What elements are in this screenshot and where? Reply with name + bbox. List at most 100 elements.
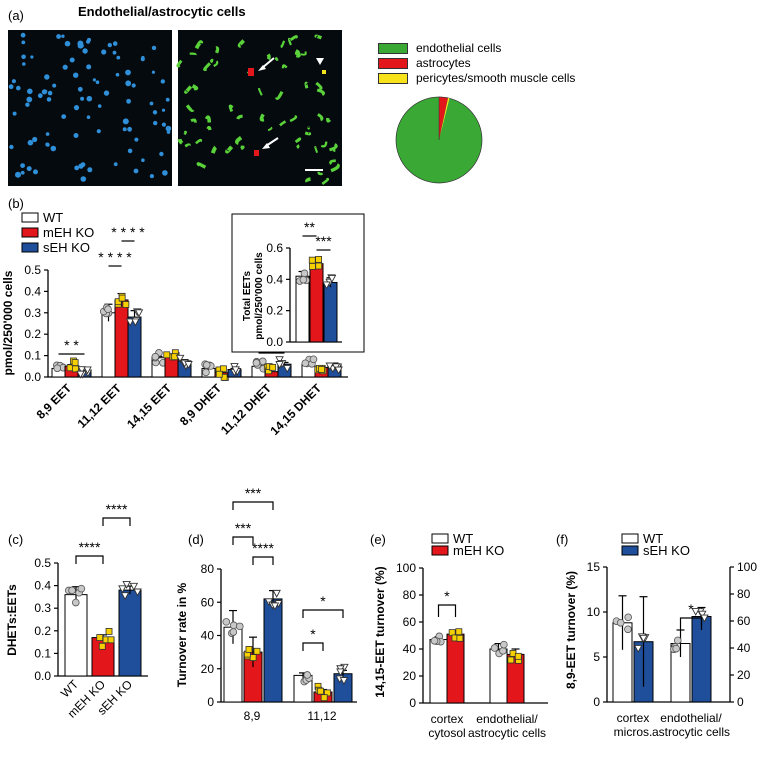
data-point bbox=[315, 255, 322, 263]
data-point bbox=[125, 318, 135, 327]
endothelial-cell-shape bbox=[176, 59, 183, 68]
endothelial-cell-shape bbox=[296, 144, 300, 149]
data-point bbox=[83, 366, 92, 375]
data-point bbox=[275, 356, 284, 365]
nucleus-dot bbox=[107, 42, 113, 48]
data-point bbox=[317, 687, 324, 695]
data-point bbox=[700, 614, 709, 623]
significance-label: * bbox=[444, 588, 450, 604]
significance-bracket bbox=[302, 609, 344, 618]
data-point bbox=[77, 366, 87, 375]
endothelial-cell-shape bbox=[204, 115, 212, 123]
endothelial-cell-shape bbox=[191, 84, 199, 91]
astrocytes-swatch bbox=[378, 57, 408, 69]
significance-label: **** bbox=[106, 501, 128, 517]
y-tick-label: 0.2 bbox=[24, 327, 41, 341]
legend-swatch bbox=[431, 533, 449, 544]
data-point bbox=[104, 305, 112, 313]
significance-label: ** bbox=[304, 219, 315, 235]
endothelial-cell-shape bbox=[304, 81, 309, 89]
panel-label-b: (b) bbox=[8, 196, 24, 211]
data-point bbox=[249, 654, 257, 661]
x-tick-label: cortex bbox=[431, 712, 464, 726]
data-point bbox=[490, 644, 499, 652]
data-point bbox=[334, 366, 343, 375]
nucleus-dot bbox=[73, 133, 79, 138]
endothelial-cell-shape bbox=[194, 40, 204, 50]
y-tick-label: 100 bbox=[737, 560, 757, 574]
nucleus-dot bbox=[8, 84, 14, 90]
endothelial-cell-shape bbox=[196, 162, 207, 169]
significance-bracket bbox=[102, 517, 131, 526]
endothelial-cell-shape bbox=[317, 113, 324, 122]
legend-swatch bbox=[621, 545, 639, 556]
data-point bbox=[514, 652, 522, 660]
data-point bbox=[76, 370, 85, 379]
data-point bbox=[131, 318, 140, 327]
y-tick-label: 60 bbox=[403, 615, 417, 629]
nucleus-dot bbox=[20, 170, 25, 175]
y-tick-label: 15 bbox=[587, 560, 601, 574]
legend-swatch bbox=[21, 242, 39, 253]
y-tick-label: 0.0 bbox=[24, 370, 41, 384]
data-point bbox=[299, 275, 308, 284]
nucleus-dot bbox=[165, 125, 172, 132]
nucleus-dot bbox=[80, 176, 87, 182]
x-tick-label: cortex bbox=[617, 711, 650, 725]
legend-astrocytes: astrocytes bbox=[378, 56, 471, 70]
data-point bbox=[215, 370, 223, 378]
significance-bracket bbox=[437, 604, 457, 617]
endothelial-cell-shape bbox=[329, 143, 338, 152]
x-tick-label: astrocytic cells bbox=[652, 725, 730, 739]
significance-label: * bbox=[310, 626, 316, 642]
y-tick-label: 0.2 bbox=[266, 304, 283, 318]
nucleus-dot bbox=[131, 83, 136, 88]
significance-label: * * bbox=[64, 337, 79, 353]
legend-label: WT bbox=[453, 531, 473, 546]
endothelial-cell-shape bbox=[280, 40, 286, 48]
cell-type-image bbox=[176, 34, 340, 185]
nucleus-dot bbox=[149, 174, 154, 179]
endothelial-cell-shape bbox=[289, 115, 298, 123]
pericytes-swatch bbox=[378, 72, 408, 84]
nucleus-dot bbox=[101, 49, 107, 55]
endothelial-cell-shape bbox=[195, 138, 203, 145]
nucleus-dot bbox=[45, 142, 50, 147]
pericyte-shape bbox=[322, 70, 326, 74]
nucleus-dot bbox=[26, 166, 32, 172]
endothelial-cell-shape bbox=[275, 57, 279, 62]
y-tick-label: 20 bbox=[201, 662, 215, 676]
x-tick-label: 11,12 bbox=[307, 709, 336, 723]
nucleus-dot bbox=[133, 168, 139, 174]
y-tick-label: 80 bbox=[737, 587, 751, 601]
data-point bbox=[269, 363, 277, 371]
nucleus-dot bbox=[96, 129, 101, 134]
endothelial-cell-shape bbox=[279, 120, 287, 127]
nucleus-dot bbox=[30, 55, 34, 59]
micrograph-nuclei bbox=[8, 30, 172, 186]
nucleus-dot bbox=[103, 90, 110, 96]
nucleus-dot bbox=[134, 137, 139, 142]
data-point bbox=[53, 364, 62, 373]
nucleus-dot bbox=[151, 45, 157, 51]
significance-label: * * * * bbox=[111, 224, 145, 240]
y-axis-label: 8,9-EET turnover (%) bbox=[564, 571, 578, 689]
y-axis-label: pmol/250'000 cells bbox=[1, 270, 15, 375]
y-axis-label: Turnover rate in % bbox=[175, 582, 189, 687]
endothelial-cell-shape bbox=[295, 51, 301, 58]
nucleus-dot bbox=[165, 97, 170, 102]
endothelial-cell-shape bbox=[300, 51, 307, 56]
endothelial-cell-shape bbox=[329, 159, 336, 165]
y-tick-label: 10 bbox=[587, 605, 601, 619]
nucleus-dot bbox=[116, 55, 121, 60]
legend-label: pericytes/smooth muscle cells bbox=[416, 71, 576, 85]
arrowhead bbox=[258, 65, 266, 71]
y-tick-label: 100 bbox=[396, 561, 416, 575]
nucleus-dot bbox=[112, 41, 118, 46]
data-point bbox=[202, 368, 210, 377]
data-point bbox=[202, 361, 211, 369]
nucleus-dot bbox=[27, 88, 33, 95]
pie-slice-pericytes bbox=[439, 98, 450, 140]
data-point bbox=[252, 359, 261, 367]
endothelial-cell-shape bbox=[321, 177, 330, 185]
